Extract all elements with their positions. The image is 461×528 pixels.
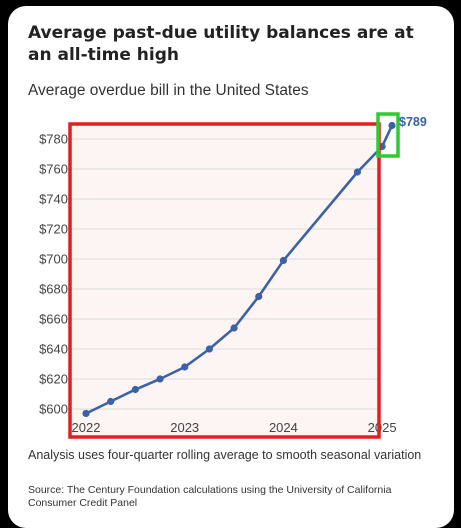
y-tick-label: $720: [39, 222, 68, 237]
y-tick-label: $600: [39, 402, 68, 417]
y-tick-label: $660: [39, 312, 68, 327]
grid-lines: [70, 138, 379, 410]
y-tick-label: $680: [39, 282, 68, 297]
x-tick-label: 2023: [170, 420, 199, 435]
y-tick-label: $700: [39, 252, 68, 267]
x-tick-label: 2022: [72, 420, 101, 435]
series-line: [85, 124, 394, 415]
y-tick-label: $780: [39, 132, 68, 147]
end-value-label: $789: [399, 115, 427, 129]
data-point: [353, 168, 362, 176]
y-tick-label: $640: [39, 342, 68, 357]
data-point: [181, 363, 189, 371]
data-point: [255, 292, 263, 301]
data-point: [205, 345, 213, 353]
x-axis-ticks: 2022 2023 2024 2025: [72, 420, 397, 435]
data-point: [107, 397, 115, 406]
end-value-box: [376, 112, 400, 158]
y-tick-label: $620: [39, 372, 68, 387]
data-point: [131, 385, 139, 394]
x-tick-label: 2025: [368, 420, 397, 435]
y-tick-label: $760: [39, 162, 68, 177]
data-point: [279, 256, 288, 265]
chart-subtitle: Average overdue bill in the United State…: [28, 82, 309, 99]
plot-background: [70, 124, 379, 437]
data-point: [230, 324, 238, 332]
y-tick-label: $740: [39, 192, 68, 207]
x-tick-label: 2024: [269, 420, 298, 435]
data-point: [82, 409, 90, 418]
highlight-box: [68, 122, 381, 439]
data-point: [388, 121, 396, 130]
chart-title: Average past-due utility balances are at…: [28, 23, 414, 65]
data-points: [82, 121, 396, 418]
footnote: Analysis uses four-quarter rolling avera…: [28, 448, 422, 462]
data-point: [156, 375, 164, 383]
source-note: Source: The Century Foundation calculati…: [28, 484, 392, 509]
y-axis-ticks: $600 $620 $640 $660 $680 $700 $720 $740 $760 $780: [39, 132, 68, 417]
